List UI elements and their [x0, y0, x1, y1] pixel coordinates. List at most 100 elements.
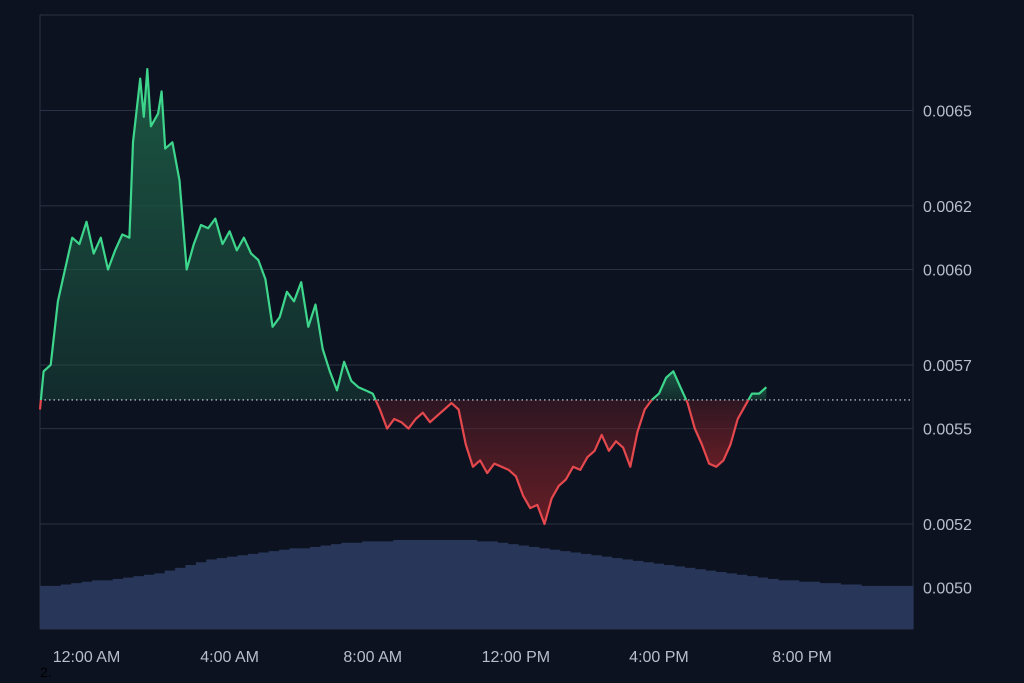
volume-bar	[164, 570, 176, 629]
volume-bar	[466, 540, 478, 629]
price-line-up	[747, 386, 768, 401]
volume-bar	[341, 542, 353, 629]
y-tick-label: 0.0057	[923, 358, 972, 375]
x-tick-label: 4:00 PM	[629, 649, 689, 666]
volume-bar	[538, 548, 550, 629]
volume-bar	[91, 580, 103, 629]
volume-bar	[445, 540, 457, 629]
y-tick-label: 0.0062	[923, 199, 972, 216]
volume-bar	[601, 556, 613, 629]
volume-bar	[40, 585, 51, 629]
volume-bar	[247, 553, 259, 629]
y-tick-label: 0.0052	[923, 517, 972, 534]
volume-bar	[518, 545, 530, 629]
volume-bar	[195, 562, 207, 629]
volume-bar	[653, 563, 665, 629]
y-tick-label: 0.0050	[923, 581, 972, 598]
x-tick-label: 8:00 AM	[343, 649, 402, 666]
volume-bar	[268, 551, 280, 629]
volume-bar	[486, 541, 498, 629]
volume-bar	[746, 576, 758, 629]
x-tick-label: 8:00 PM	[772, 649, 832, 666]
volume-bar	[788, 580, 800, 629]
volume-bar	[528, 546, 540, 629]
volume-bar	[455, 540, 467, 629]
volume-bar	[289, 548, 301, 629]
area-below-baseline	[375, 399, 652, 524]
volume-bar	[570, 552, 582, 629]
volume-bar	[414, 540, 426, 629]
volume-bar	[663, 565, 675, 629]
volume-bar	[809, 581, 821, 629]
volume-bar	[642, 562, 654, 629]
volume-bar	[902, 585, 914, 629]
volume-bar	[694, 569, 706, 629]
volume-bar	[382, 541, 394, 629]
volume-bar	[881, 585, 893, 629]
volume-bar	[227, 556, 239, 629]
volume-bar	[279, 549, 291, 629]
volume-bar	[715, 571, 727, 629]
volume-bar	[133, 576, 145, 629]
volume-bar	[175, 567, 187, 629]
volume-bar	[237, 555, 249, 629]
y-tick-label: 0.0060	[923, 263, 972, 280]
volume-bar	[299, 548, 311, 629]
volume-bar	[829, 583, 841, 629]
price-line-down	[374, 399, 653, 526]
price-line-down	[38, 399, 42, 410]
volume-bar	[143, 574, 155, 629]
volume-bar	[549, 549, 561, 629]
volume-bar	[320, 545, 332, 629]
volume-bar	[767, 578, 779, 629]
volume-bar	[705, 570, 717, 629]
volume-bar	[840, 584, 852, 629]
volume-bar	[393, 540, 405, 629]
volume-bar	[850, 584, 862, 629]
volume-bar	[798, 581, 810, 629]
volume-bar	[725, 573, 737, 629]
volume-bar	[736, 574, 748, 629]
area-above-baseline	[40, 69, 376, 400]
volume-bar	[673, 566, 685, 629]
volume-bar	[684, 567, 696, 629]
volume-bar	[102, 580, 114, 629]
y-tick-label: 0.0065	[923, 103, 972, 120]
volume-bar	[819, 583, 831, 629]
volume-bar	[777, 580, 789, 629]
volume-bar	[185, 565, 197, 629]
y-tick-label: 0.0055	[923, 422, 972, 439]
volume-bar	[861, 585, 873, 629]
price-line-up	[39, 68, 377, 401]
volume-bar	[71, 583, 83, 629]
volume-bar	[123, 577, 135, 629]
volume-bar	[622, 559, 633, 629]
volume-bar	[403, 540, 415, 629]
volume-bar	[611, 558, 623, 629]
volume-bar	[154, 573, 166, 629]
volume-bar	[757, 577, 769, 629]
volume-bar	[60, 584, 72, 629]
volume-bar	[580, 553, 592, 629]
price-line-down	[685, 399, 750, 468]
volume-bar	[258, 552, 270, 629]
volume-bar	[362, 541, 374, 629]
volume-bar	[310, 546, 322, 629]
volume-bar	[372, 541, 384, 629]
volume-bar	[590, 555, 602, 629]
volume-bar	[871, 585, 883, 629]
volume-bar	[632, 560, 644, 629]
volume-bar	[216, 558, 228, 629]
footnote: 2.	[40, 664, 52, 680]
volume-bar	[50, 585, 62, 629]
volume-bar	[434, 540, 446, 629]
volume-bar	[892, 585, 904, 629]
volume-bar	[507, 544, 519, 629]
volume-bar	[331, 544, 342, 629]
volume-bar	[81, 581, 93, 629]
price-line-up	[651, 370, 688, 401]
volume-bar	[206, 559, 218, 629]
volume-bar	[351, 542, 363, 629]
volume-bar	[424, 540, 436, 629]
